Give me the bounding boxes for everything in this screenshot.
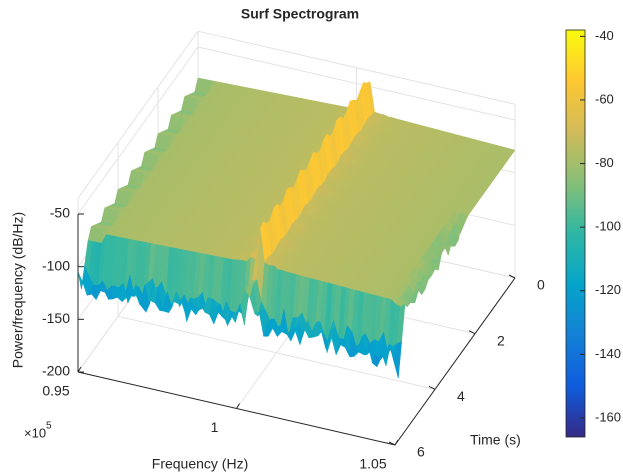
- y-axis-label: Time (s): [470, 432, 521, 448]
- z-tick-label: -50: [50, 205, 70, 221]
- chart-title: Surf Spectrogram: [241, 6, 359, 22]
- grid-line: [117, 315, 436, 390]
- y-tick-label: 6: [417, 444, 425, 460]
- z-tick-label: -150: [42, 310, 70, 326]
- tick-mark: [428, 385, 436, 390]
- tick-mark: [236, 403, 240, 409]
- surface: [77, 77, 516, 379]
- z-tick-label: -200: [42, 363, 70, 379]
- colorbar-tick-label: -140: [595, 346, 621, 361]
- colorbar-tick-label: -100: [595, 219, 621, 234]
- x-axis-label: Frequency (Hz): [152, 456, 248, 472]
- tick-mark: [508, 274, 516, 279]
- y-tick-label: 0: [537, 277, 545, 293]
- box-edge: [77, 30, 199, 199]
- grid-line: [77, 46, 199, 215]
- x-multiplier-exponent: 5: [46, 421, 52, 432]
- x-multiplier-base: ×10: [24, 425, 46, 440]
- x-tick-label: 1: [211, 419, 219, 435]
- x-axis-line: [77, 371, 396, 446]
- y-tick-label: 4: [457, 388, 465, 404]
- colorbar: [565, 29, 586, 438]
- z-axis-label: Power/frequency (dB/Hz): [10, 212, 26, 368]
- surface-patch: [390, 345, 399, 379]
- colorbar-tick-label: -40: [595, 28, 614, 43]
- colorbar-tick-label: -120: [595, 282, 621, 297]
- x-tick-label: 1.05: [359, 456, 386, 472]
- x-tick-label: 0.95: [42, 383, 69, 399]
- y-axis-line: [394, 277, 516, 446]
- colorbar-tick-label: -60: [595, 91, 614, 106]
- z-tick-label: -100: [42, 257, 70, 273]
- axes-front: -200 -150 -100 -50 0.95 1 1.05 0 2 4 6: [42, 205, 545, 472]
- colorbar-ticks: -160 -140 -120 -100 -80 -60 -40: [580, 28, 621, 424]
- y-tick-label: 2: [497, 332, 505, 348]
- tick-mark: [468, 330, 476, 335]
- colorbar-tick-label: -80: [595, 155, 614, 170]
- colorbar-tick-label: -160: [595, 409, 621, 424]
